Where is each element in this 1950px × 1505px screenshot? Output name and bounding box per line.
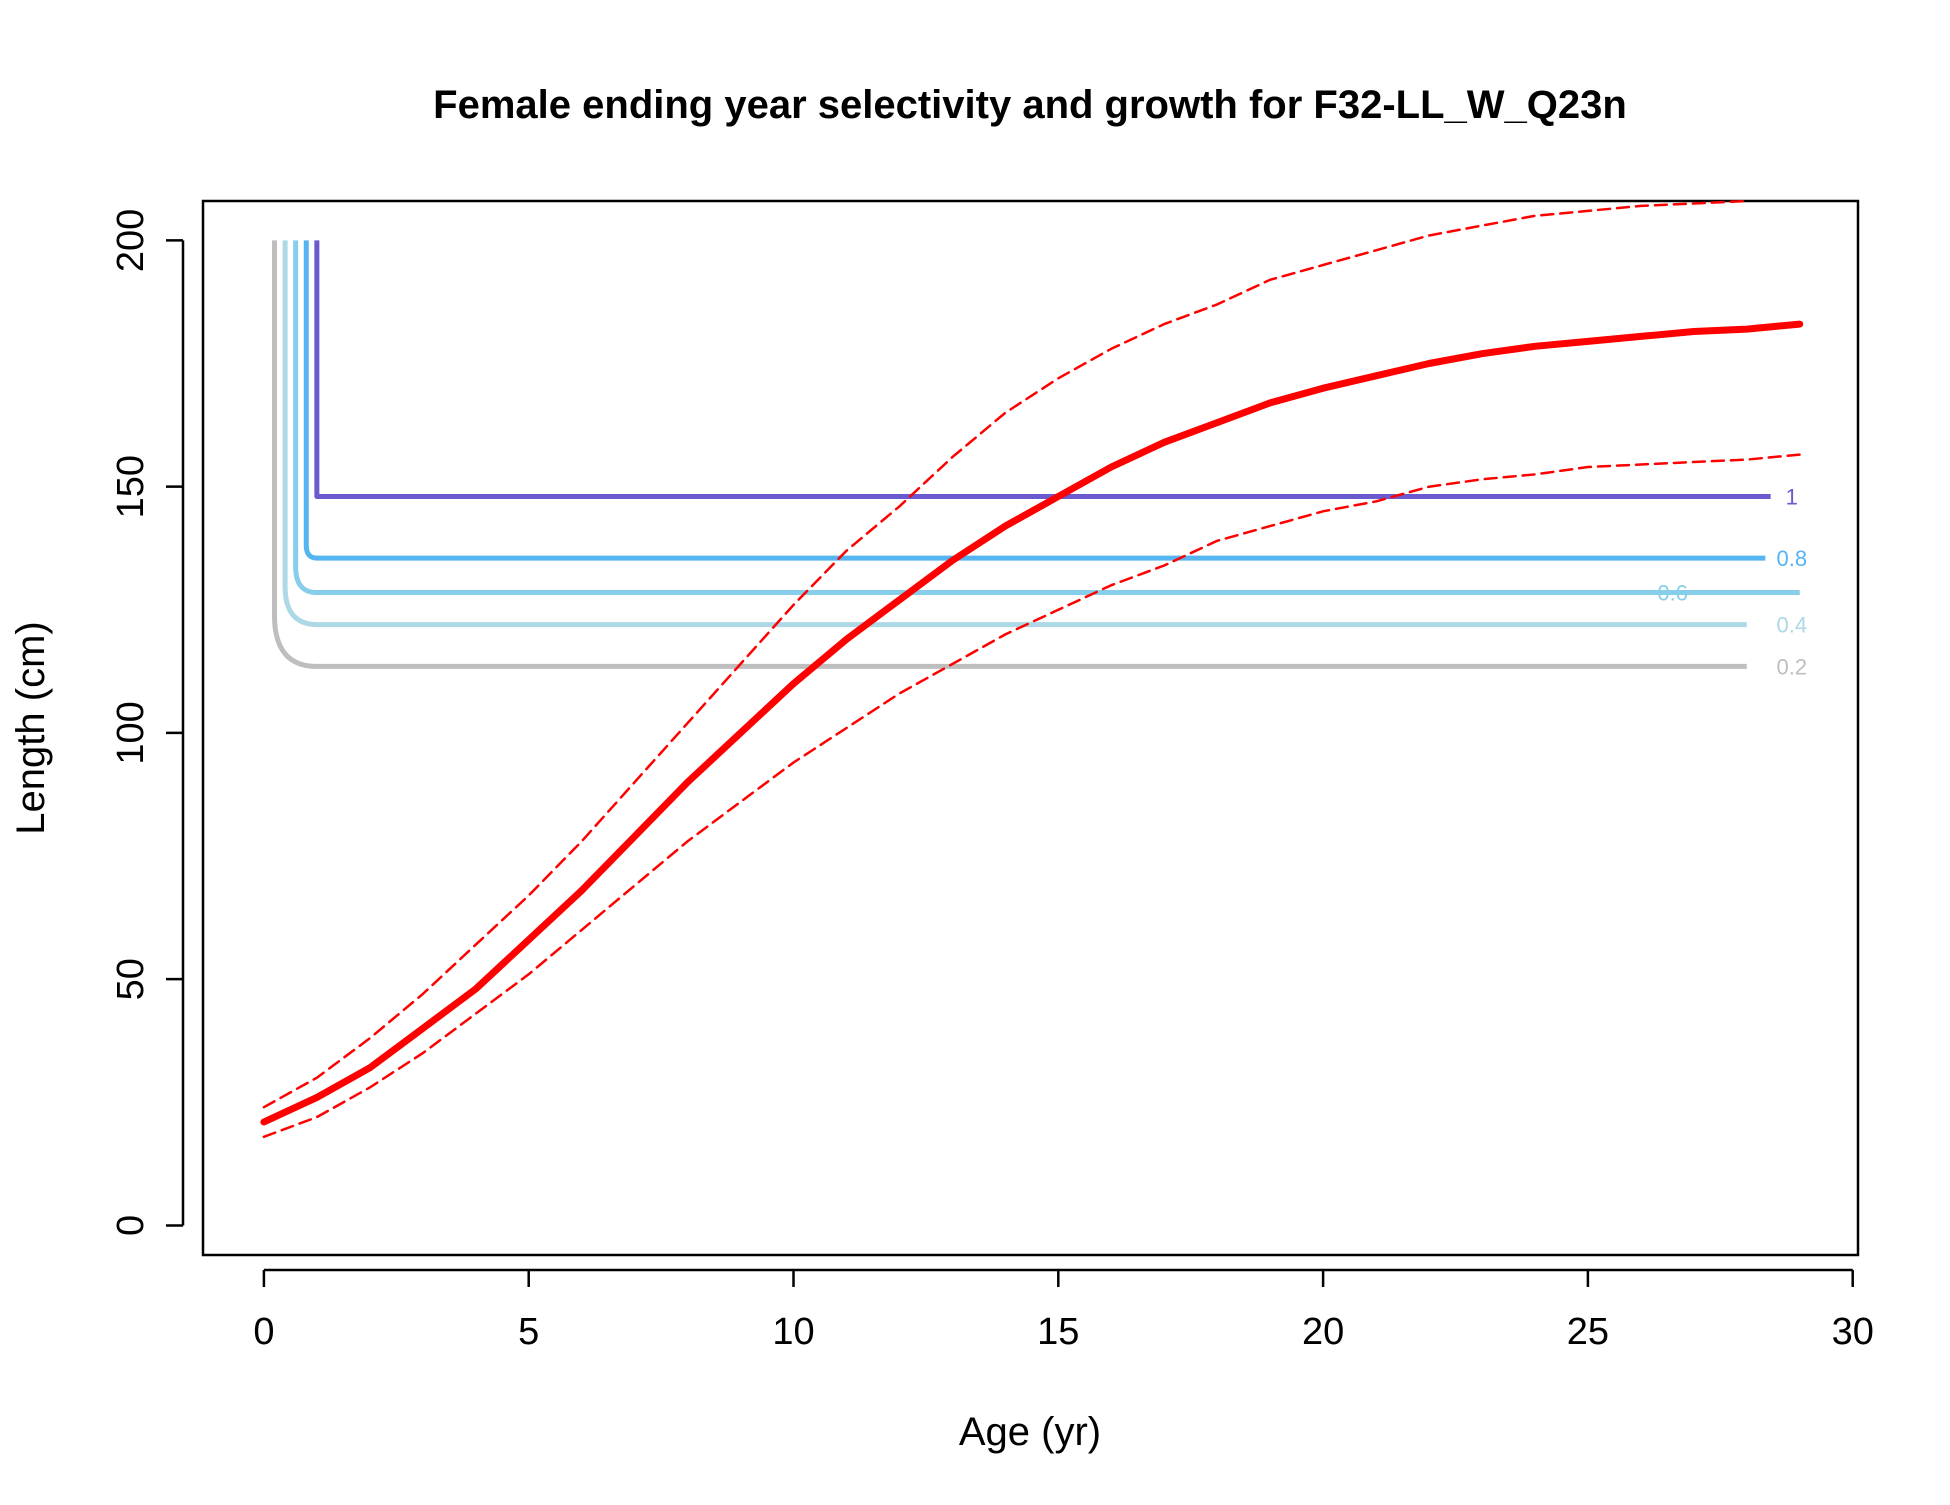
y-tick-label: 0 — [110, 1215, 152, 1236]
series-growth-upper — [262, 199, 1749, 1109]
y-tick-label: 200 — [110, 209, 152, 272]
x-tick-label: 0 — [253, 1311, 274, 1353]
selectivity-contour-0.2 — [271, 240, 1747, 669]
plot-frame — [201, 199, 1860, 1257]
y-tick-label: 100 — [110, 701, 152, 764]
x-axis: 0 5 10 15 20 25 30 — [253, 1268, 1874, 1353]
contour-label-0.4: 0.4 — [1777, 613, 1808, 638]
x-tick-label: 5 — [518, 1311, 539, 1353]
contour-label-1: 1 — [1786, 485, 1798, 510]
x-axis-label: Age (yr) — [959, 1410, 1101, 1454]
x-tick-label: 20 — [1302, 1311, 1344, 1353]
selectivity-contours: 0.2 0.4 0.6 0.8 1 — [271, 240, 1808, 679]
selectivity-contour-1 — [314, 240, 1771, 500]
x-tick-label: 30 — [1832, 1311, 1874, 1353]
contour-label-0.8: 0.8 — [1777, 546, 1808, 571]
contour-label-0.6: 0.6 — [1657, 581, 1688, 606]
series-growth-mean — [260, 320, 1804, 1126]
selectivity-contour-0.6 — [293, 240, 1800, 596]
chart-title: Female ending year selectivity and growt… — [433, 83, 1627, 127]
contour-label-0.2: 0.2 — [1777, 654, 1808, 679]
series-growth-lower — [262, 453, 1801, 1139]
y-axis-label: Length (cm) — [9, 621, 53, 834]
y-tick-label: 50 — [110, 958, 152, 1000]
selectivity-contour-0.8 — [303, 240, 1766, 561]
selectivity-contour-0.4 — [282, 240, 1747, 628]
x-tick-label: 15 — [1037, 1311, 1079, 1353]
growth-curves — [260, 199, 1804, 1139]
y-tick-label: 150 — [110, 455, 152, 518]
x-tick-label: 25 — [1567, 1311, 1609, 1353]
y-axis: 0 50 100 150 200 — [110, 209, 185, 1236]
x-tick-label: 10 — [772, 1311, 814, 1353]
